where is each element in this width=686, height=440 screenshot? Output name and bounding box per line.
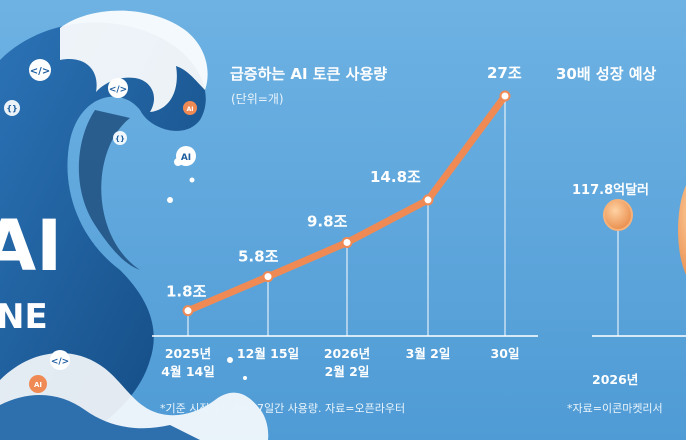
value-label: 5.8조 [238,248,279,266]
svg-text:</>: </> [30,66,50,77]
svg-text:</>: </> [51,357,69,367]
ai-bubble-icon: AI [29,375,47,393]
code-bubble-icon: </> [108,78,128,98]
growth-x-tick: 2026년 [592,372,638,387]
chart-unit: (단위=개) [231,92,284,106]
code-bubble-icon: </> [50,350,70,370]
data-point [499,90,511,102]
svg-text:{}: {} [6,104,17,113]
value-label: 27조 [487,64,522,82]
svg-text:AI: AI [34,381,42,389]
wave-illustration: </> </> AI AI </> AI {} {} AI [0,10,269,440]
bracket-icon: {} [4,100,20,116]
guide-lines [187,96,506,336]
chart-title: 급증하는 AI 토큰 사용량 [230,65,387,83]
data-point [422,194,434,206]
svg-text:{}: {} [115,135,125,143]
coin-large [678,185,686,275]
value-labels: 1.8조 5.8조 9.8조 14.8조 27조 [166,64,522,301]
code-bubble-icon: </> [29,59,51,81]
bracket-icon: {} [113,131,127,145]
growth-chart-title: 30배 성장 예상 [556,65,657,83]
x-tick-label: 2026년 [324,346,370,361]
value-label: 14.8조 [370,168,421,186]
x-tick-labels: 2025년 4월 14일 12월 15일 2026년 2월 2일 3월 2일 30일 [161,346,519,379]
data-point [341,237,353,249]
wave-inner-curl [78,110,140,270]
token-usage-chart: 급증하는 AI 토큰 사용량 (단위=개) 1.8조 5.8조 9.8조 14.8조 2… [152,64,538,415]
chart-footnote: *기준 시점까지 최근 7일간 사용량. 자료=오픈라우터 [160,401,405,415]
wave-title-line2: NE [0,297,48,337]
foam-bubble [243,376,247,380]
ai-bubble-icon: AI [183,101,197,115]
wave-crest-foam [60,10,208,113]
ai-bubble-icon: AI [176,146,196,166]
foam-bubble [167,197,173,203]
x-tick-label: 30일 [491,346,520,361]
svg-text:AI: AI [187,106,194,113]
growth-value-label: 117.8억달러 [572,182,649,198]
x-tick-label: 12월 15일 [237,346,299,361]
value-label: 1.8조 [166,283,207,301]
svg-text:AI: AI [181,153,191,163]
wave-lower-water [0,394,200,440]
wave-title-line1: AI [0,205,62,287]
foam-bubble [189,177,195,183]
wave-body [0,22,206,440]
growth-footnote: *자료=이콘마켓리서 [567,402,663,415]
market-growth-chart: 30배 성장 예상 117.8억달러 2026년 *자료=이콘마켓리서 [556,65,686,415]
svg-text:</>: </> [109,85,127,95]
x-tick-label: 3월 2일 [406,346,451,361]
data-point [262,271,274,283]
x-tick-label: 4월 14일 [161,364,214,379]
x-tick-label: 2월 2일 [325,364,370,379]
foam-bubble [227,357,233,363]
value-label: 9.8조 [307,213,348,231]
coin-2026 [603,199,633,231]
data-points [182,90,511,317]
data-point [182,305,194,317]
x-tick-label: 2025년 [165,346,211,361]
